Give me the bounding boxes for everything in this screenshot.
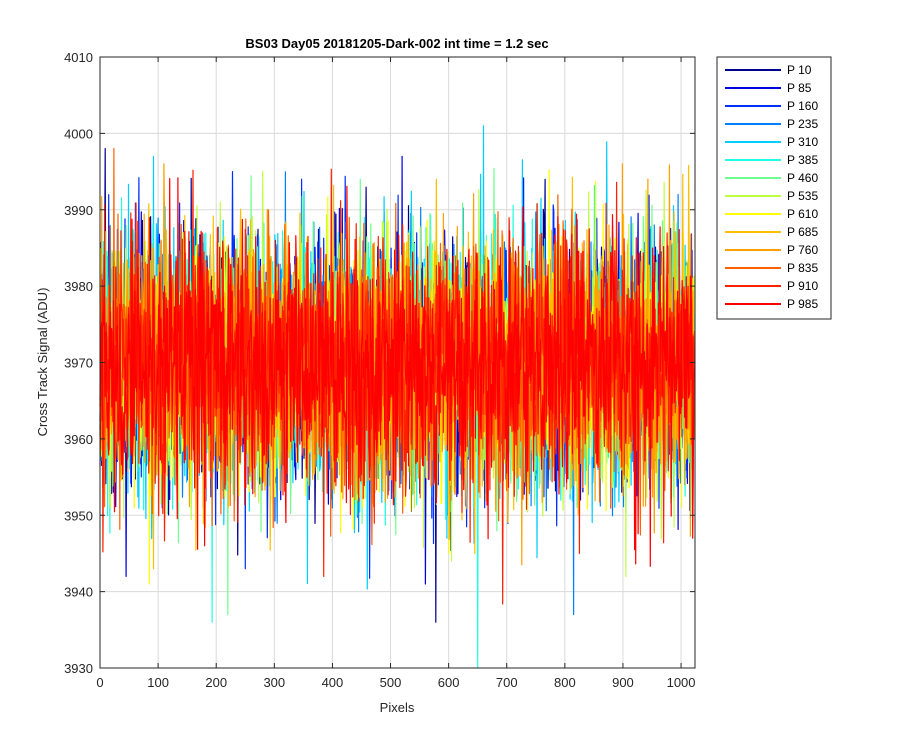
- legend-label: P 610: [787, 207, 818, 221]
- chart-title: BS03 Day05 20181205-Dark-002 int time = …: [245, 36, 548, 51]
- legend-box: [716, 56, 832, 320]
- y-tick-label: 4010: [64, 50, 93, 65]
- x-tick-label: 500: [380, 675, 402, 690]
- x-tick-label: 800: [554, 675, 576, 690]
- y-tick-label: 3960: [64, 432, 93, 447]
- legend-label: P 235: [787, 117, 818, 131]
- x-tick-label: 700: [496, 675, 518, 690]
- y-tick-label: 3930: [64, 661, 93, 676]
- x-tick-label: 900: [612, 675, 634, 690]
- legend-label: P 835: [787, 261, 818, 275]
- y-axis-label: Cross Track Signal (ADU): [35, 288, 50, 437]
- legend-label: P 160: [787, 99, 818, 113]
- legend-label: P 535: [787, 189, 818, 203]
- legend-label: P 85: [787, 81, 812, 95]
- legend-label: P 385: [787, 153, 818, 167]
- legend-label: P 910: [787, 279, 818, 293]
- y-tick-label: 3970: [64, 356, 93, 371]
- legend-label: P 760: [787, 243, 818, 257]
- y-tick-label: 3950: [64, 508, 93, 523]
- series-line: [99, 177, 695, 567]
- y-tick-label: 4000: [64, 126, 93, 141]
- legend: P 10 P 85 P 160 P 235 P 310 P 385 P 460 P 535 P …: [716, 56, 832, 320]
- y-tick-label: 3980: [64, 279, 93, 294]
- x-tick-label: 1000: [667, 675, 696, 690]
- x-axis-label: Pixels: [380, 700, 415, 715]
- x-tick-label: 0: [96, 675, 103, 690]
- x-tick-label: 400: [322, 675, 344, 690]
- y-tick-label: 3940: [64, 585, 93, 600]
- x-axis: 0 100 200 300 400 500 600 700 800 900 1000: [96, 57, 696, 690]
- legend-label: P 10: [787, 63, 812, 77]
- y-axis: 3930 3940 3950 3960 3970 3980 3990 4000 4010: [64, 50, 695, 676]
- x-tick-label: 100: [147, 675, 169, 690]
- legend-label: P 985: [787, 297, 818, 311]
- y-tick-label: 3990: [64, 203, 93, 218]
- plot-axes: 0 100 200 300 400 500 600 700 800 900 1000 3930 394…: [64, 50, 695, 690]
- legend-label: P 460: [787, 171, 818, 185]
- legend-label: P 685: [787, 225, 818, 239]
- x-tick-label: 600: [438, 675, 460, 690]
- x-tick-label: 200: [205, 675, 227, 690]
- x-tick-label: 300: [263, 675, 285, 690]
- legend-label: P 310: [787, 135, 818, 149]
- series-lines: [99, 125, 695, 669]
